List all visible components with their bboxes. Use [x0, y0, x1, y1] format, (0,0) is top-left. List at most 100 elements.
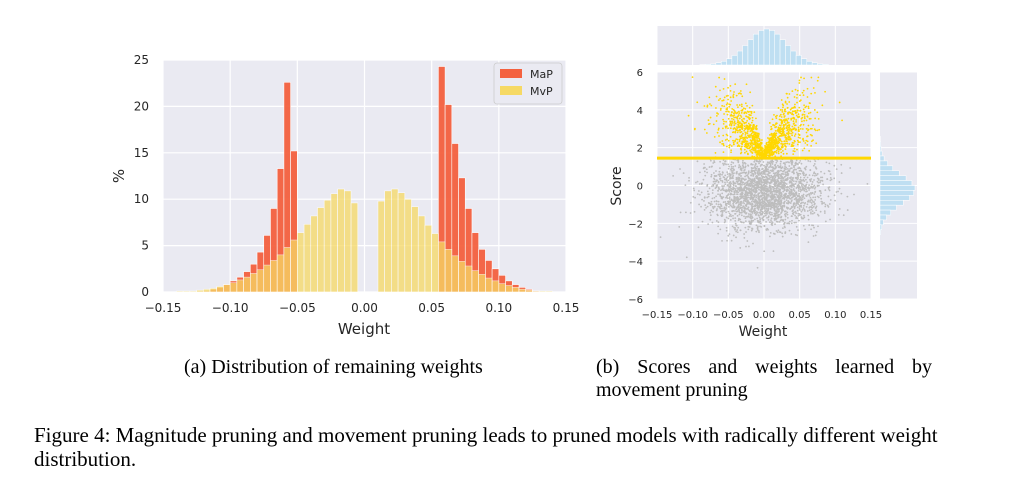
scatter-point [810, 127, 813, 130]
scatter-point [810, 202, 813, 204]
scatter-point [824, 205, 827, 208]
scatter-point [716, 112, 718, 114]
scatter-point [729, 189, 732, 192]
scatter-point [784, 100, 787, 103]
scatter-point [788, 222, 791, 225]
scatter-point [718, 76, 721, 79]
scatter-point [807, 112, 810, 115]
scatter-point [772, 195, 775, 198]
marginal-y-bar [879, 200, 904, 206]
scatter-point [793, 211, 795, 214]
scatter-point [766, 178, 769, 181]
marginal-x-bar [790, 50, 797, 66]
scatter-point [798, 201, 801, 203]
scatter-point [799, 213, 802, 216]
scatter-point [751, 185, 754, 188]
scatter-point [803, 189, 806, 192]
scatter-point [731, 171, 734, 174]
scatter-point [792, 142, 795, 144]
scatter-point [810, 193, 812, 195]
scatter-point [687, 114, 690, 117]
scatter-point [800, 182, 803, 185]
scatter-point [734, 165, 737, 167]
scatter-point [752, 134, 755, 137]
scatter-point [811, 204, 814, 207]
scatter-point [712, 184, 715, 187]
scatter-point [812, 235, 815, 237]
scatter-point [810, 185, 813, 188]
scatter-point [749, 215, 752, 218]
scatter-point [722, 87, 725, 90]
marginal-y-bar [879, 180, 913, 186]
scatter-point [756, 144, 759, 147]
scatter-point [838, 187, 841, 190]
scatter-point [785, 152, 788, 155]
scatter-point [750, 148, 753, 151]
scatter-point [703, 196, 706, 199]
scatter-point [834, 199, 836, 202]
scatter-point [763, 171, 765, 174]
scatter-point [760, 187, 763, 190]
marginal-x-bar [779, 39, 786, 66]
scatter-point [799, 180, 802, 183]
scatter-point [782, 131, 785, 133]
scatter-point [796, 109, 799, 112]
scatter-point [826, 178, 829, 181]
scatter-point [726, 102, 729, 105]
scatter-point [775, 117, 778, 120]
scatter-point [772, 188, 775, 190]
scatter-point [785, 183, 788, 185]
scatter-point [738, 209, 740, 212]
legend-label-mvp: MvP [530, 85, 553, 98]
scatter-point [766, 200, 769, 203]
scatter-point [808, 174, 811, 177]
scatter-point [783, 181, 786, 183]
scatter-point [773, 133, 775, 136]
scatter-point [819, 176, 822, 179]
scatter-point [781, 146, 784, 149]
scatter-point [777, 137, 780, 140]
scatter-point [792, 194, 795, 197]
scatter-point [723, 185, 725, 187]
scatter-point [795, 198, 798, 201]
scatter-point [799, 188, 802, 191]
scatter-point [734, 112, 737, 114]
scatter-point [770, 161, 773, 164]
scatter-point [737, 114, 740, 116]
marginal-x-bar [763, 28, 770, 66]
scatter-point [784, 232, 787, 235]
scatter-point [786, 167, 789, 170]
scatter-point [740, 103, 743, 106]
scatter-point [734, 212, 737, 215]
scatter-point [737, 226, 740, 229]
scatter-point [789, 194, 792, 197]
scatter-point [791, 186, 793, 188]
scatter-point [770, 166, 773, 169]
scatter-point [797, 198, 800, 201]
scatter-point [773, 168, 776, 170]
scatter-point [731, 117, 733, 120]
scatter-point [760, 206, 763, 209]
scatter-point [747, 192, 750, 195]
scatter-point [698, 203, 700, 206]
scatter-point [820, 192, 822, 195]
scatter-point [752, 143, 755, 145]
scatter-point [796, 96, 798, 99]
scatter-point [780, 173, 783, 175]
scatter-point [747, 208, 749, 211]
scatter-point [737, 106, 739, 109]
scatter-point [791, 178, 794, 181]
scatter-point [712, 123, 715, 126]
scatter-point [790, 197, 793, 199]
scatter-point [720, 197, 723, 200]
scatter-point [760, 163, 763, 166]
scatter-point [797, 212, 800, 215]
scatter-point [754, 213, 757, 216]
scatter-point [740, 175, 742, 177]
scatter-point [791, 145, 794, 147]
scatter-point [809, 169, 812, 172]
scatter-point [707, 123, 710, 126]
scatter-point [807, 107, 810, 110]
scatter-point [784, 168, 787, 171]
scatter-point [777, 229, 780, 232]
